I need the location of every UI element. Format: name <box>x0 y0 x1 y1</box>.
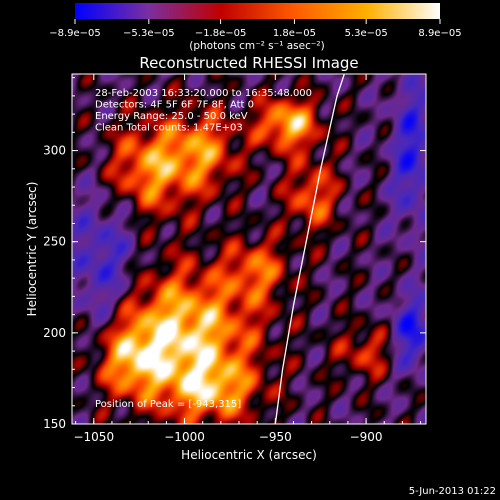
chart-title: Reconstructed RHESSI Image <box>139 54 358 72</box>
info-line: 28-Feb-2003 16:33:20.000 to 16:35:48.000 <box>95 88 312 99</box>
solar-limb-line <box>274 74 345 424</box>
info-line: Detectors: 4F 5F 6F 7F 8F, Att 0 <box>95 100 254 111</box>
colorbar-unit-label: (photons cm⁻² s⁻¹ asec⁻²) <box>189 40 324 52</box>
peak-position-label: Position of Peak = [-943,315] <box>95 399 241 410</box>
plot-area: 28-Feb-2003 16:33:20.000 to 16:35:48.000… <box>71 73 427 425</box>
info-line: Energy Range: 25.0 - 50.0 keV <box>95 111 248 122</box>
x-axis-label: Heliocentric X (arcsec) <box>181 448 317 462</box>
info-box: 28-Feb-2003 16:33:20.000 to 16:35:48.000… <box>95 88 312 134</box>
y-tick-label: 250 <box>43 235 66 249</box>
heatmap-image <box>72 74 426 424</box>
y-tick-label: 150 <box>43 417 66 431</box>
colorbar-tick-label: 5.3e−05 <box>345 28 388 39</box>
x-tick-label: −1000 <box>164 430 205 444</box>
x-tick-label: −1050 <box>73 430 114 444</box>
y-tick-label: 200 <box>43 326 66 340</box>
colorbar-tick-label: 1.8e−05 <box>273 28 316 39</box>
y-tick-label: 300 <box>43 144 66 158</box>
x-tick-label: −900 <box>350 430 383 444</box>
colorbar-ticks: −8.9e−05 −5.3e−05 −1.8e−05 1.8e−05 5.3e−05 8.… <box>49 19 462 39</box>
y-axis-ticks: 150 200 250 300 <box>43 77 426 431</box>
y-axis-label: Heliocentric Y (arcsec) <box>25 182 39 317</box>
plot-frame <box>71 73 427 425</box>
colorbar-tick-label: 8.9e−05 <box>418 28 461 39</box>
info-line: Clean Total counts: 1.47E+03 <box>95 123 243 134</box>
colorbar-tick-label: −5.3e−05 <box>123 28 175 39</box>
footer-date: 5-Jun-2013 01:22 <box>409 486 496 497</box>
colorbar-tick-label: −8.9e−05 <box>49 28 101 39</box>
colorbar-tick-label: −1.8e−05 <box>195 28 247 39</box>
colorbar <box>75 3 440 19</box>
x-axis-ticks: −1050 −1000 −950 −900 <box>73 74 422 444</box>
x-tick-label: −950 <box>259 430 292 444</box>
